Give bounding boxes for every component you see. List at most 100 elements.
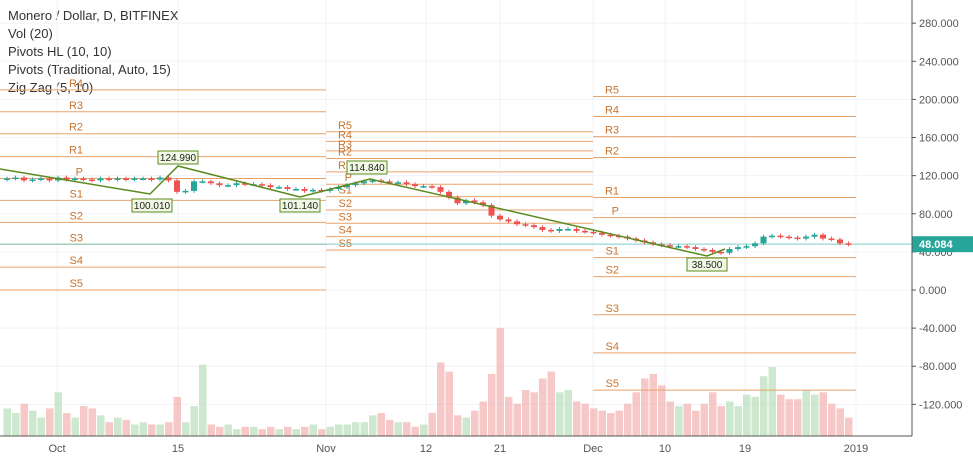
candle-body (114, 178, 121, 180)
volume-bar (105, 422, 113, 436)
x-tick-label: 21 (494, 443, 506, 455)
volume-bar (454, 415, 462, 436)
legend-pivots-hl[interactable]: Pivots HL (10, 10) (8, 44, 112, 59)
candle-body (157, 177, 163, 180)
candle-body (590, 231, 597, 234)
volume-bar (692, 410, 700, 436)
volume-bar (743, 394, 751, 436)
y-tick-label: -40.000 (919, 323, 956, 335)
y-tick-label: 200.000 (919, 94, 959, 106)
volume-bar (343, 424, 351, 436)
volume-bar (581, 403, 589, 436)
volume-bar (326, 426, 334, 436)
candle-body (182, 190, 189, 193)
y-tick-label: 280.000 (919, 18, 959, 30)
candle-body (454, 197, 461, 204)
pivot-label: P (612, 206, 619, 218)
candle-body (548, 229, 554, 232)
volume-bar (496, 327, 504, 436)
candle-body (488, 205, 495, 216)
volume-bars (3, 327, 853, 436)
pivot-label: S1 (339, 185, 352, 197)
volume-bar (352, 422, 360, 436)
candle-body (828, 238, 835, 241)
volume-bar (80, 406, 88, 436)
candle-body (4, 178, 10, 180)
volume-bar (173, 396, 181, 436)
zigzag-label: 38.500 (692, 260, 723, 271)
candle-body (140, 178, 146, 180)
volume-bar (700, 403, 708, 436)
candle-body (395, 182, 401, 184)
candle-body (233, 183, 240, 186)
volume-bar (428, 413, 436, 436)
volume-bar (301, 426, 309, 436)
candle-body (505, 219, 512, 222)
volume-bar (224, 424, 232, 436)
volume-bar (768, 367, 776, 436)
candle-body (293, 188, 299, 191)
y-tick-label: -80.000 (919, 361, 956, 373)
volume-bar (241, 426, 249, 436)
volume-bar (573, 401, 581, 436)
volume-bar (207, 424, 215, 436)
candle-body (726, 249, 733, 253)
zigzag-label-box (157, 150, 199, 165)
pivot-label: R4 (338, 129, 352, 141)
candle-body (29, 179, 36, 181)
candle-body (701, 249, 707, 251)
candle-body (284, 187, 291, 189)
candle-body (72, 178, 78, 180)
candle-body (131, 178, 138, 180)
y-tick-label: 160.000 (919, 133, 959, 145)
volume-bar (479, 401, 487, 436)
y-tick-label: 0.000 (919, 285, 947, 297)
volume-bar (828, 403, 836, 436)
volume-bar (403, 422, 411, 436)
candle-body (692, 247, 699, 250)
volume-bar (547, 371, 555, 436)
volume-bar (190, 406, 198, 436)
volume-bar (292, 429, 300, 436)
candle-body (582, 230, 588, 233)
volume-bar (641, 378, 649, 436)
candle-body (208, 181, 214, 184)
volume-bar (513, 403, 521, 436)
volume-bar (182, 422, 190, 436)
candle-body (386, 181, 393, 183)
volume-bar (505, 396, 513, 436)
volume-bar (802, 390, 810, 436)
volume-bar (675, 406, 683, 436)
candle-body (471, 200, 478, 203)
volume-bar (139, 422, 147, 436)
volume-bar (717, 406, 725, 436)
zigzag-label-box (131, 198, 173, 213)
candle-body (760, 236, 767, 244)
legend-zigzag[interactable]: Zig Zag (5, 10) (8, 80, 94, 95)
volume-bar (63, 413, 71, 436)
legend-vol[interactable]: Vol (20) (8, 26, 53, 41)
candle-body (531, 225, 537, 228)
pivot-label: R3 (338, 139, 352, 151)
volume-bar (284, 426, 292, 436)
candle-body (89, 179, 95, 181)
volume-bar (539, 378, 547, 436)
pivot-label: R4 (69, 78, 83, 90)
volume-bar (20, 403, 28, 436)
volume-bar (148, 424, 156, 436)
volume-bar (709, 392, 717, 436)
candle-body (811, 234, 818, 237)
candle-body (259, 184, 265, 186)
volume-bar (615, 410, 623, 436)
candle-body (837, 239, 843, 244)
candle-body (599, 232, 605, 235)
volume-bar (683, 403, 691, 436)
pivot-levels: R4R3R2R1PS1S2S3S4S5R5R4R3R2R1PS1S2S3S4S5… (0, 78, 912, 391)
candle-body (38, 178, 44, 180)
pivot-label: S5 (70, 278, 83, 290)
volume-bar (811, 394, 819, 436)
legend-pivots-traditional[interactable]: Pivots (Traditional, Auto, 15) (8, 62, 171, 77)
y-tick-label: 80.000 (919, 209, 953, 221)
volume-bar (71, 417, 79, 436)
